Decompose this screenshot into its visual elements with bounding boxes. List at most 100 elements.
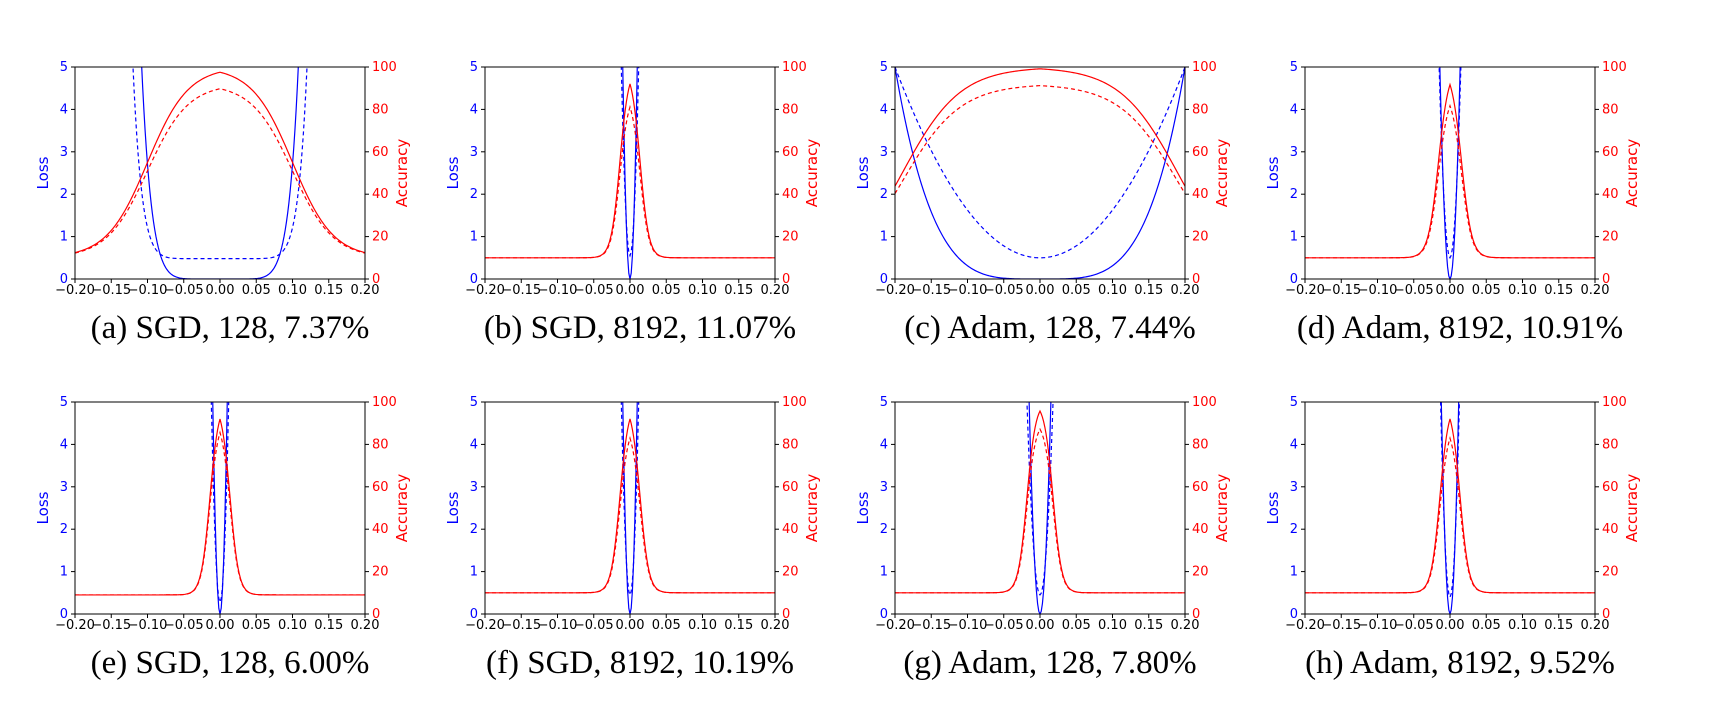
x-tick-label: 0.05 [1472, 618, 1501, 633]
x-tick-label: 0.20 [1171, 283, 1200, 298]
x-tick-label: 0.20 [351, 618, 380, 633]
accuracy-train-line [1305, 82, 1595, 259]
x-tick-label: −0.05 [164, 618, 204, 633]
y-right-tick-label: 100 [1192, 395, 1217, 410]
x-tick-label: 0.10 [688, 618, 717, 633]
y-left-tick-label: 1 [60, 565, 68, 580]
y-right-axis-label: Accuracy [1623, 139, 1641, 208]
x-tick-label: −0.20 [465, 618, 505, 633]
y-left-tick-label: 3 [880, 145, 888, 160]
x-tick-label: −0.15 [1321, 283, 1361, 298]
loss-train-line [1439, 67, 1461, 279]
y-left-tick-label: 2 [880, 187, 888, 202]
y-right-tick-label: 60 [372, 145, 389, 160]
x-tick-label: 0.15 [1544, 283, 1573, 298]
y-left-tick-label: 5 [60, 395, 68, 410]
y-left-axis-label: Loss [1264, 491, 1282, 524]
y-right-tick-label: 60 [1602, 145, 1619, 160]
y-left-tick-label: 2 [1290, 522, 1298, 537]
y-right-tick-label: 100 [372, 60, 397, 75]
x-tick-label: 0.20 [351, 283, 380, 298]
y-left-tick-label: 1 [60, 230, 68, 245]
x-tick-label: −0.10 [128, 618, 168, 633]
y-left-tick-label: 2 [470, 522, 478, 537]
y-left-tick-label: 3 [60, 145, 68, 160]
y-left-tick-label: 0 [470, 607, 478, 622]
x-tick-label: 0.10 [1508, 618, 1537, 633]
x-tick-label: 0.10 [278, 618, 307, 633]
y-right-tick-label: 0 [1192, 272, 1200, 287]
y-right-tick-label: 60 [782, 480, 799, 495]
y-left-tick-label: 4 [1290, 102, 1298, 117]
x-tick-label: 0.20 [1581, 283, 1610, 298]
y-right-tick-label: 100 [782, 60, 807, 75]
y-right-tick-label: 80 [1602, 437, 1619, 452]
x-tick-label: −0.15 [911, 618, 951, 633]
y-right-tick-label: 0 [372, 607, 380, 622]
y-left-tick-label: 0 [880, 607, 888, 622]
accuracy-test-line [485, 104, 775, 259]
chart-svg: −0.20−0.15−0.10−0.05 0.00 0.05 0.10 0.15 0.20… [34, 60, 411, 298]
x-tick-label: 0.05 [242, 618, 271, 633]
loss-test-line [620, 67, 640, 258]
y-right-tick-label: 40 [1602, 522, 1619, 537]
x-tick-label: 0.10 [278, 283, 307, 298]
y-left-tick-label: 1 [1290, 565, 1298, 580]
x-tick-label: 0.15 [724, 283, 753, 298]
x-tick-label: 0.20 [761, 618, 790, 633]
x-tick-label: 0.20 [1171, 618, 1200, 633]
y-right-tick-label: 80 [1192, 437, 1209, 452]
accuracy-test-line [485, 435, 775, 594]
x-tick-label: 0.00 [616, 618, 645, 633]
y-right-tick-label: 0 [1192, 607, 1200, 622]
accuracy-test-line [1305, 103, 1595, 259]
y-left-tick-label: 3 [470, 145, 478, 160]
plot-frame [1304, 401, 1596, 615]
y-right-axis-label: Accuracy [393, 474, 411, 543]
chart-svg: −0.20−0.15−0.10−0.05 0.00 0.05 0.10 0.15 0.20… [854, 395, 1231, 633]
x-tick-label: 0.10 [1508, 283, 1537, 298]
chart-svg: −0.20−0.15−0.10−0.05 0.00 0.05 0.10 0.15 0.20… [444, 60, 821, 298]
y-right-tick-label: 40 [372, 187, 389, 202]
y-right-axis-label: Accuracy [1623, 474, 1641, 543]
chart-svg: −0.20−0.15−0.10−0.05 0.00 0.05 0.10 0.15 0.20… [1264, 60, 1641, 298]
y-left-tick-label: 4 [1290, 437, 1298, 452]
y-left-axis-label: Loss [1264, 156, 1282, 189]
x-tick-label: 0.10 [1098, 618, 1127, 633]
y-left-tick-label: 5 [470, 395, 478, 410]
y-right-tick-label: 0 [782, 607, 790, 622]
x-tick-label: 0.15 [314, 618, 343, 633]
y-left-tick-label: 0 [60, 607, 68, 622]
y-left-tick-label: 0 [880, 272, 888, 287]
y-left-tick-label: 0 [470, 272, 478, 287]
y-right-tick-label: 80 [372, 437, 389, 452]
y-left-tick-label: 1 [470, 230, 478, 245]
y-right-tick-label: 40 [782, 522, 799, 537]
y-left-tick-label: 2 [60, 187, 68, 202]
y-left-tick-label: 5 [880, 395, 888, 410]
y-right-tick-label: 60 [1192, 145, 1209, 160]
y-right-tick-label: 20 [372, 230, 389, 245]
accuracy-test-line [75, 430, 365, 596]
x-tick-label: −0.20 [1285, 618, 1325, 633]
x-tick-label: −0.20 [55, 618, 95, 633]
subfigure-caption: (b) SGD, 8192, 11.07% [483, 310, 797, 346]
y-right-tick-label: 20 [782, 565, 799, 580]
x-tick-label: −0.05 [984, 283, 1024, 298]
x-tick-label: −0.10 [538, 618, 578, 633]
y-left-tick-label: 1 [1290, 230, 1298, 245]
chart-svg: −0.20−0.15−0.10−0.05 0.00 0.05 0.10 0.15 0.20… [854, 60, 1231, 298]
x-tick-label: −0.20 [55, 283, 95, 298]
y-right-tick-label: 100 [1602, 395, 1627, 410]
accuracy-train-line [485, 418, 775, 594]
x-tick-label: −0.15 [91, 283, 131, 298]
x-tick-label: −0.20 [875, 618, 915, 633]
plot-frame [484, 401, 776, 615]
y-right-tick-label: 40 [782, 187, 799, 202]
y-left-tick-label: 2 [1290, 187, 1298, 202]
accuracy-test-line [1305, 435, 1595, 594]
x-tick-label: 0.15 [1134, 618, 1163, 633]
x-tick-label: −0.20 [465, 283, 505, 298]
x-tick-label: 0.10 [688, 283, 717, 298]
